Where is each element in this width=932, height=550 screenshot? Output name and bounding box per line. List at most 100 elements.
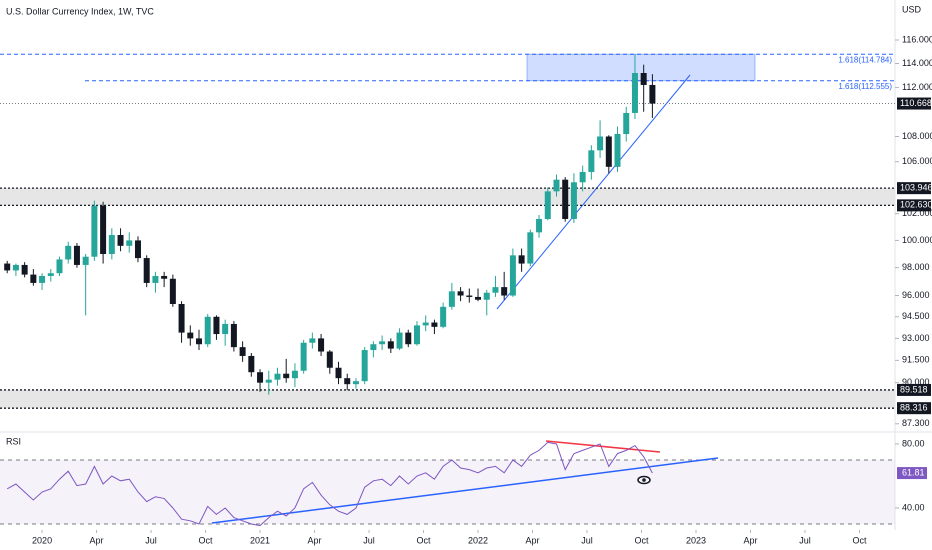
- rsi-last-label: 61.81: [902, 467, 925, 477]
- price-label-box: [897, 402, 931, 415]
- x-tick-label: 2021: [250, 535, 270, 545]
- candle-body: [117, 235, 124, 246]
- x-tick-label: Oct: [417, 535, 432, 545]
- price-label-box: [897, 182, 931, 195]
- price-label-box: [897, 383, 931, 396]
- zone: [0, 389, 895, 409]
- y-tick-label: 102.000: [902, 208, 932, 218]
- candle-body: [152, 275, 159, 283]
- candle-body: [108, 235, 115, 254]
- y-tick-label: 116.000: [902, 34, 932, 44]
- candle-body: [21, 264, 28, 275]
- candle-body: [161, 275, 168, 279]
- x-tick-label: Jul: [799, 535, 811, 545]
- candle-body: [422, 322, 429, 326]
- rsi-trend-line: [211, 457, 719, 524]
- x-tick-label: Oct: [199, 535, 214, 545]
- zone: [0, 188, 895, 206]
- y-tick-label: 96.000: [902, 290, 930, 300]
- candle-body: [47, 273, 54, 276]
- candle-body: [588, 150, 595, 172]
- y-tick-label: 94.500: [902, 311, 930, 321]
- candle-body: [448, 291, 455, 307]
- candle-body: [553, 179, 560, 192]
- candle-body: [91, 205, 98, 257]
- y-tick-label: 91.500: [902, 355, 930, 365]
- price-label: 103.946: [900, 183, 932, 193]
- candle-body: [134, 240, 141, 259]
- candle-body: [291, 370, 298, 379]
- y-tick-label: 106.000: [902, 156, 932, 166]
- candle-body: [335, 367, 342, 379]
- candle-body: [370, 344, 377, 351]
- candle-body: [352, 381, 359, 385]
- rsi-divergence-line: [545, 440, 661, 453]
- candle-body: [100, 205, 107, 254]
- candle-body: [614, 133, 621, 167]
- price-label: 110.668: [900, 98, 932, 108]
- candle-body: [309, 338, 316, 343]
- candle-body: [475, 296, 482, 300]
- candle-body: [631, 72, 638, 113]
- candle-body: [274, 373, 281, 380]
- candle-body: [544, 191, 551, 219]
- x-tick-label: Apr: [743, 535, 757, 545]
- candle-body: [431, 322, 438, 327]
- candle-body: [56, 259, 63, 274]
- y-tick-label: 93.000: [902, 333, 930, 343]
- y-tick-label: 90.000: [902, 377, 930, 387]
- layer: [0, 53, 895, 525]
- x-tick-label: 2022: [468, 535, 488, 545]
- x-tick-label: Jul: [145, 535, 157, 545]
- candle-body: [12, 264, 19, 271]
- currency-label: USD: [902, 4, 922, 14]
- candle-body: [527, 232, 534, 264]
- candle-body: [562, 179, 569, 219]
- x-tick-label: 2020: [32, 535, 52, 545]
- price-label-box: [897, 199, 931, 212]
- rsi-label-box: [897, 467, 927, 480]
- fib-label: 1.618(112.555): [838, 82, 892, 91]
- candle-body: [640, 72, 647, 85]
- candle-body: [204, 316, 211, 345]
- candle-body: [239, 347, 246, 356]
- candle-body: [318, 338, 325, 352]
- price-label: 89.518: [900, 384, 928, 394]
- candle-body: [178, 303, 185, 333]
- rsi-title: RSI: [6, 436, 21, 446]
- candle-body: [126, 240, 133, 246]
- rsi-line: [6, 441, 653, 527]
- candle-body: [597, 136, 604, 151]
- candle-body: [405, 332, 412, 345]
- y-tick-label: 100.000: [902, 235, 932, 245]
- candle-body: [39, 275, 46, 283]
- candle-body: [30, 274, 37, 283]
- candle-body: [213, 316, 220, 335]
- y-tick-label: 114.000: [902, 58, 932, 68]
- candle-body: [169, 278, 176, 304]
- candle-body: [536, 218, 543, 233]
- fib-label: 1.618(114.784): [838, 55, 892, 64]
- price-label: 88.316: [900, 403, 928, 413]
- candle-body: [283, 373, 290, 379]
- y-tick-label: 40.00: [902, 502, 925, 512]
- candle-body: [413, 325, 420, 345]
- candle-body: [570, 182, 577, 219]
- candle-body: [361, 350, 368, 382]
- x-tick-label: Apr: [90, 535, 104, 545]
- rsi-band: [0, 459, 895, 524]
- price-label-box: [897, 97, 931, 110]
- x-tick-label: Jul: [363, 535, 375, 545]
- trend-line: [496, 74, 691, 310]
- x-tick-label: Jul: [581, 535, 593, 545]
- candle-body: [196, 338, 203, 345]
- y-tick-label: 108.000: [902, 131, 932, 141]
- candle-body: [230, 323, 237, 348]
- candle-body: [344, 378, 351, 385]
- candle-body: [605, 136, 612, 167]
- y-tick-label: 87.300: [902, 418, 930, 428]
- candle-body: [82, 256, 89, 265]
- candle-body: [73, 245, 80, 265]
- candle-body: [326, 351, 333, 368]
